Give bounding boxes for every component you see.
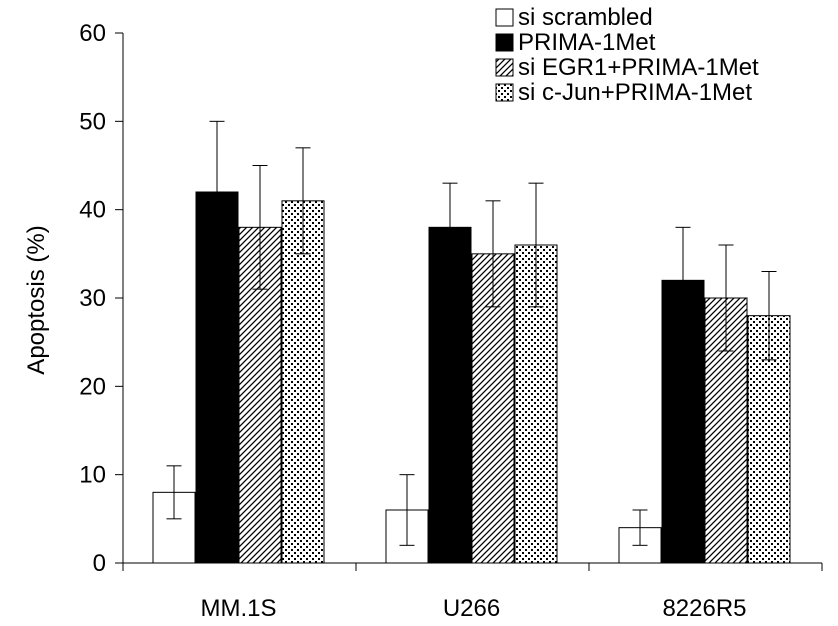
bar	[281, 200, 325, 564]
bar	[152, 491, 196, 564]
legend-label: PRIMA-1Met	[518, 29, 656, 56]
y-axis: 0 10 20 30 40 50 60	[79, 20, 124, 577]
x-tick-label: U266	[443, 595, 500, 622]
y-axis-label: Apoptosis (%)	[23, 225, 50, 374]
legend-swatch	[495, 33, 514, 52]
y-tick-label: 0	[93, 550, 106, 577]
y-tick-label: 40	[79, 197, 106, 224]
legend-swatch	[495, 8, 514, 27]
y-tick-label: 60	[79, 20, 106, 47]
y-tick-label: 30	[79, 285, 106, 312]
legend-swatch	[495, 58, 514, 77]
x-axis: MM.1S U266 8226R5	[122, 562, 823, 622]
x-tick-label: 8226R5	[662, 595, 746, 622]
bars	[152, 120, 791, 564]
legend-label: si EGR1+PRIMA-1Met	[518, 54, 759, 81]
y-tick-label: 50	[79, 108, 106, 135]
legend-label: si scrambled	[518, 4, 653, 31]
y-tick-label: 10	[79, 462, 106, 489]
legend-swatch	[495, 83, 514, 102]
y-tick-label: 20	[79, 373, 106, 400]
legend-label: si c-Jun+PRIMA-1Met	[518, 79, 752, 106]
x-tick-label: MM.1S	[200, 595, 276, 622]
bar	[428, 226, 472, 564]
